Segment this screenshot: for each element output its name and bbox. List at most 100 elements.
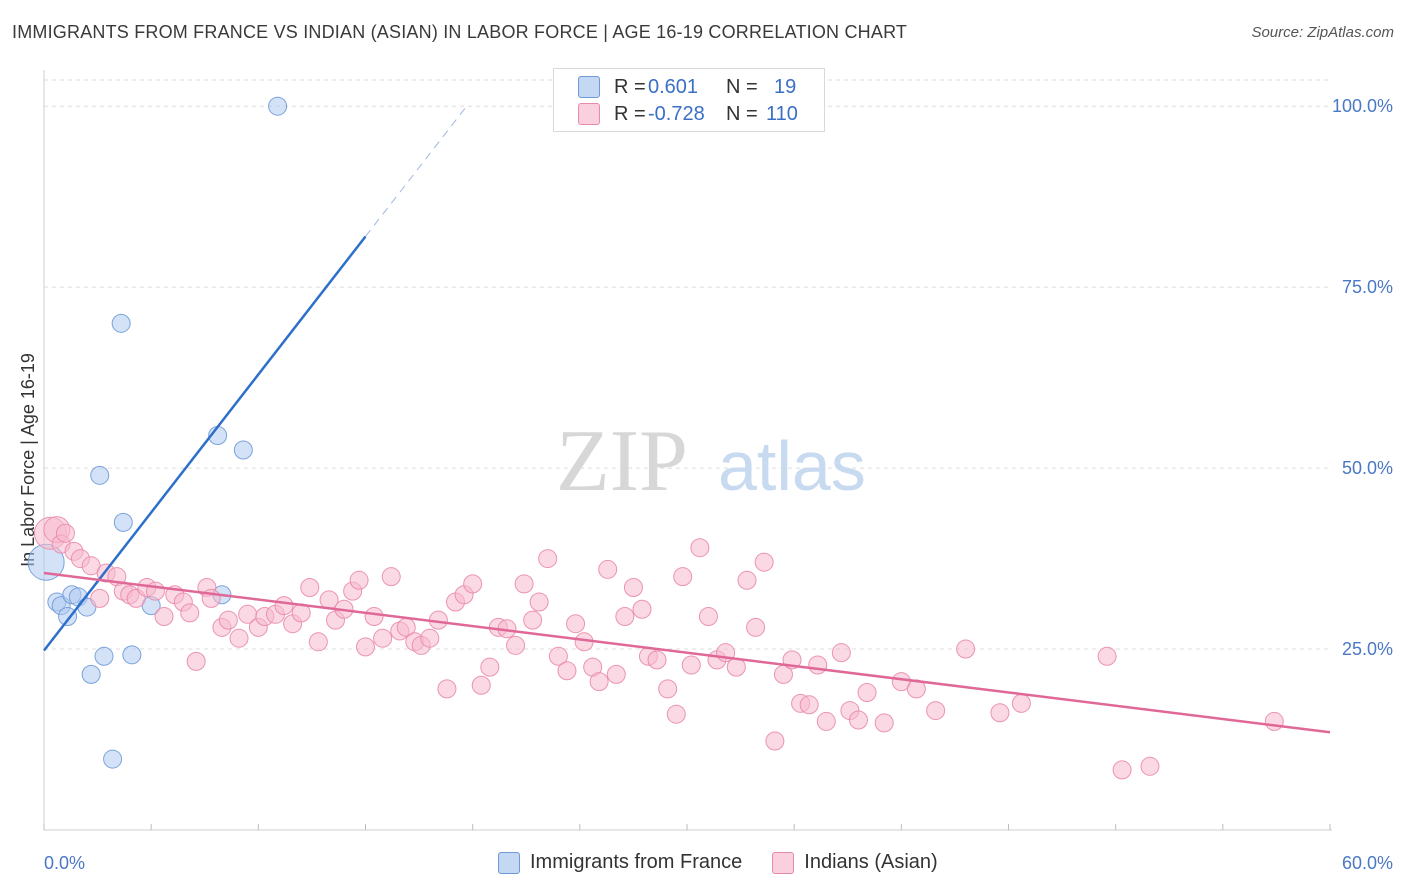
point-indians[interactable]	[514, 574, 534, 594]
trend-line-indians	[43, 571, 1331, 734]
point-indians[interactable]	[1097, 646, 1117, 666]
series-label-indians: Indians (Asian)	[804, 851, 938, 873]
point-indians[interactable]	[765, 731, 785, 751]
series-swatch-indians	[772, 851, 795, 874]
data-points	[27, 96, 1284, 780]
point-indians[interactable]	[1112, 760, 1132, 780]
point-indians[interactable]	[746, 617, 766, 637]
point-indians[interactable]	[538, 549, 558, 569]
point-indians[interactable]	[623, 578, 643, 598]
point-indians[interactable]	[598, 559, 618, 579]
point-france[interactable]	[233, 440, 253, 460]
point-indians[interactable]	[90, 588, 110, 608]
x-axis-ticks	[43, 824, 1331, 830]
point-france[interactable]	[90, 465, 110, 485]
point-indians[interactable]	[681, 655, 701, 675]
point-indians[interactable]	[848, 710, 868, 730]
point-indians[interactable]	[557, 661, 577, 681]
point-indians[interactable]	[1140, 756, 1160, 776]
point-indians[interactable]	[349, 570, 369, 590]
point-indians[interactable]	[1264, 711, 1284, 731]
point-france[interactable]	[58, 606, 78, 626]
point-indians[interactable]	[566, 614, 586, 634]
point-indians[interactable]	[523, 610, 543, 630]
point-indians[interactable]	[480, 657, 500, 677]
point-indians[interactable]	[589, 672, 609, 692]
point-indians[interactable]	[990, 703, 1010, 723]
legend-r-value: 0.601	[648, 75, 699, 98]
point-france[interactable]	[94, 646, 114, 666]
point-indians[interactable]	[1011, 693, 1031, 713]
point-indians[interactable]	[808, 655, 828, 675]
point-indians[interactable]	[816, 711, 836, 731]
point-indians[interactable]	[471, 675, 491, 695]
point-indians[interactable]	[373, 628, 393, 648]
point-indians[interactable]	[529, 592, 549, 612]
point-indians[interactable]	[956, 639, 976, 659]
point-indians[interactable]	[548, 646, 568, 666]
point-indians[interactable]	[381, 567, 401, 587]
point-indians[interactable]	[754, 552, 774, 572]
point-indians[interactable]	[218, 610, 238, 630]
point-indians[interactable]	[506, 635, 526, 655]
point-indians[interactable]	[874, 713, 894, 733]
point-indians[interactable]	[364, 606, 384, 626]
point-france[interactable]	[103, 749, 123, 769]
legend-n-value: 19	[774, 75, 797, 98]
legend-swatch-indians	[578, 103, 600, 125]
y-tick-label: 75.0%	[1342, 277, 1393, 297]
point-indians[interactable]	[698, 606, 718, 626]
series-legend-item-indians[interactable]: Indians (Asian)	[772, 851, 938, 874]
chart-source: Source: ZipAtlas.com	[1251, 24, 1394, 41]
point-france[interactable]	[268, 96, 288, 116]
point-indians[interactable]	[154, 606, 174, 626]
trend-line-france-extension	[365, 106, 467, 237]
legend-row-france: R = 0.601 N = 19	[554, 74, 796, 100]
point-indians[interactable]	[632, 599, 652, 619]
point-france[interactable]	[81, 664, 101, 684]
point-indians[interactable]	[673, 567, 693, 587]
point-indians[interactable]	[658, 679, 678, 699]
x-tick-label: 0.0%	[44, 853, 85, 873]
point-indians[interactable]	[799, 695, 819, 715]
point-indians[interactable]	[690, 538, 710, 558]
point-indians[interactable]	[300, 578, 320, 598]
point-indians[interactable]	[857, 682, 877, 702]
x-tick-label: 60.0%	[1342, 853, 1393, 873]
point-france[interactable]	[113, 512, 133, 532]
point-indians[interactable]	[615, 606, 635, 626]
point-indians[interactable]	[274, 596, 294, 616]
point-indians[interactable]	[463, 574, 483, 594]
point-france[interactable]	[122, 645, 142, 665]
legend-row-indians: R = -0.728 N = 110	[554, 101, 798, 127]
point-indians[interactable]	[926, 701, 946, 721]
point-indians[interactable]	[831, 643, 851, 663]
point-indians[interactable]	[180, 603, 200, 623]
point-indians[interactable]	[229, 628, 249, 648]
point-indians[interactable]	[308, 632, 328, 652]
correlation-legend: R = 0.601 N = 19 R = -0.728 N = 110	[553, 68, 825, 132]
point-indians[interactable]	[55, 523, 75, 543]
chart-title: IMMIGRANTS FROM FRANCE VS INDIAN (ASIAN)…	[12, 22, 908, 42]
point-indians[interactable]	[606, 664, 626, 684]
point-indians[interactable]	[737, 570, 757, 590]
watermark: ZIP atlas	[556, 413, 866, 510]
point-france[interactable]	[111, 313, 131, 333]
point-indians[interactable]	[186, 651, 206, 671]
point-indians[interactable]	[726, 657, 746, 677]
y-tick-label: 50.0%	[1342, 458, 1393, 478]
point-indians[interactable]	[647, 650, 667, 670]
series-label-france: Immigrants from France	[530, 851, 743, 873]
trend-line-france	[43, 235, 367, 652]
point-indians[interactable]	[437, 679, 457, 699]
series-swatch-france	[498, 851, 520, 874]
point-indians[interactable]	[420, 628, 440, 648]
legend-swatch-france	[578, 76, 600, 98]
legend-n-value: 110	[766, 102, 798, 125]
series-legend-item-france[interactable]: Immigrants from France	[498, 851, 742, 874]
point-indians[interactable]	[666, 704, 686, 724]
legend-r-label: R =	[614, 75, 646, 98]
legend-r-label: R =	[614, 102, 646, 125]
point-indians[interactable]	[356, 637, 375, 657]
